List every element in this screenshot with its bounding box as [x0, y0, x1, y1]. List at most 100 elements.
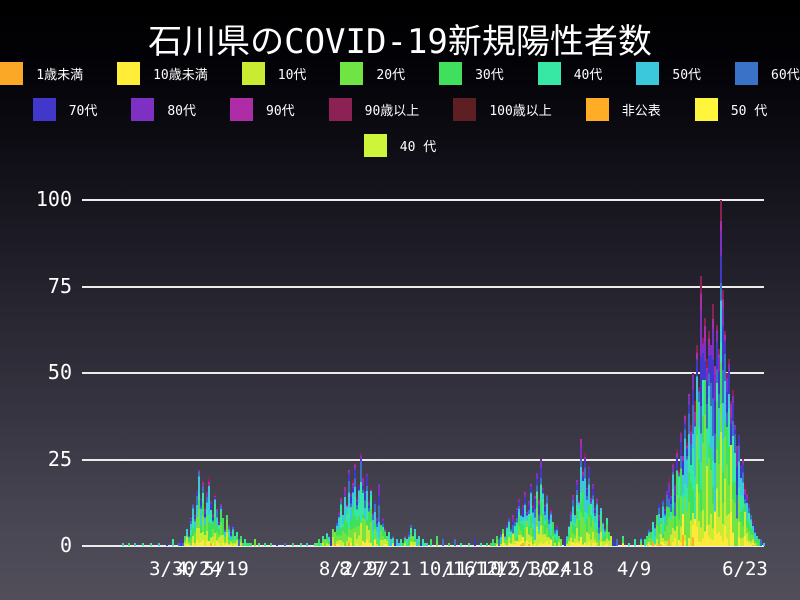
- stacked-bar: [422, 539, 424, 546]
- stacked-bar: [382, 518, 384, 546]
- stacked-bar: [494, 543, 496, 546]
- stacked-bar: [760, 539, 762, 546]
- legend-item[interactable]: 90代: [230, 98, 295, 121]
- stacked-bar: [612, 539, 614, 546]
- stacked-bar: [518, 498, 520, 546]
- stacked-bar: [730, 401, 732, 546]
- stacked-bar: [198, 470, 200, 546]
- stacked-bar: [326, 532, 328, 546]
- stacked-bar: [586, 487, 588, 546]
- stacked-bar: [318, 539, 320, 546]
- stacked-bar: [540, 459, 542, 546]
- legend-item[interactable]: 10歳未満: [117, 62, 208, 85]
- stacked-bar: [596, 498, 598, 546]
- stacked-bar: [640, 536, 642, 546]
- legend-item[interactable]: 100歳以上: [453, 98, 552, 121]
- stacked-bar: [406, 539, 408, 546]
- legend-swatch-icon: [328, 98, 352, 121]
- stacked-bar: [676, 449, 678, 546]
- legend-item[interactable]: 20代: [340, 62, 405, 85]
- stacked-bar: [398, 543, 400, 546]
- stacked-bar: [754, 529, 756, 546]
- stacked-bar: [582, 470, 584, 546]
- x-axis-tick-label: 12/30: [495, 558, 553, 580]
- stacked-bar: [236, 532, 238, 546]
- stacked-bar: [178, 543, 180, 546]
- legend-item[interactable]: 90歳以上: [328, 98, 419, 121]
- stacked-bar: [530, 484, 532, 546]
- stacked-bar: [544, 504, 546, 546]
- legend-item-label: 40代: [573, 68, 603, 83]
- legend-item[interactable]: 70代: [32, 98, 97, 121]
- stacked-bar: [566, 536, 568, 546]
- legend-swatch-icon: [537, 62, 561, 85]
- stacked-bar: [242, 543, 244, 546]
- stacked-bar: [158, 543, 160, 546]
- stacked-bar: [404, 536, 406, 546]
- stacked-bar: [328, 536, 330, 546]
- stacked-bar: [322, 536, 324, 546]
- stacked-bar: [574, 515, 576, 546]
- stacked-bar: [246, 543, 248, 546]
- stacked-bar: [128, 543, 130, 546]
- stacked-bar: [206, 491, 208, 546]
- stacked-bar: [264, 543, 266, 546]
- stacked-bar: [536, 473, 538, 546]
- stacked-bar: [196, 491, 198, 546]
- stacked-bar: [214, 494, 216, 546]
- legend-item[interactable]: 80代: [131, 98, 196, 121]
- legend-item[interactable]: 40 代: [363, 134, 436, 157]
- stacked-bar: [576, 480, 578, 546]
- legend-item[interactable]: 非公表: [585, 98, 661, 121]
- stacked-bar: [366, 473, 368, 546]
- legend-item[interactable]: 30代: [439, 62, 504, 85]
- x-axis-tick-label: 1/24: [526, 558, 572, 580]
- stacked-bar: [506, 525, 508, 546]
- stacked-bar: [460, 543, 462, 546]
- stacked-bar: [364, 491, 366, 546]
- stacked-bar: [186, 529, 188, 546]
- stacked-bar: [704, 318, 706, 546]
- stacked-bar: [656, 515, 658, 546]
- stacked-bar: [658, 504, 660, 546]
- stacked-bar: [756, 536, 758, 546]
- legend-swatch-icon: [453, 98, 477, 121]
- stacked-bar: [500, 532, 502, 546]
- legend-swatch-icon: [230, 98, 253, 121]
- stacked-bar: [568, 525, 570, 546]
- stacked-bar: [122, 543, 124, 546]
- stacked-bar: [346, 504, 348, 546]
- stacked-bar: [580, 439, 582, 546]
- stacked-bar: [338, 511, 340, 546]
- legend-item[interactable]: 50 代: [694, 98, 767, 121]
- stacked-bar: [604, 529, 606, 546]
- stacked-bar: [340, 498, 342, 546]
- legend-row: 70代 80代 90代 90歳以上 100歳以上 非公表 50 代: [0, 98, 800, 121]
- stacked-bar: [514, 522, 516, 546]
- legend-item[interactable]: 40代: [537, 62, 603, 85]
- stacked-bar: [190, 518, 192, 546]
- stacked-bar: [678, 470, 680, 546]
- legend-item[interactable]: 60代: [735, 62, 800, 85]
- legend-swatch-icon: [363, 134, 387, 157]
- stacked-bar: [392, 536, 394, 546]
- legend-item[interactable]: 1歳未満: [0, 62, 83, 85]
- stacked-bar: [710, 345, 712, 546]
- x-axis-tick-label: 11/10: [444, 558, 502, 580]
- stacked-bar: [498, 539, 500, 546]
- stacked-bar: [292, 543, 294, 546]
- stacked-bar: [468, 543, 470, 546]
- stacked-bar: [436, 536, 438, 546]
- stacked-bar: [594, 508, 596, 546]
- legend-item-label: 50代: [672, 68, 702, 83]
- y-axis-tick-label: 100: [35, 187, 72, 211]
- stacked-bar: [606, 518, 608, 546]
- stacked-bar: [508, 518, 510, 546]
- stacked-bar: [592, 484, 594, 546]
- legend-item[interactable]: 10代: [241, 62, 306, 85]
- legend-item[interactable]: 50代: [636, 62, 701, 85]
- stacked-bar: [480, 543, 482, 546]
- stacked-bar: [602, 522, 604, 546]
- stacked-bar: [490, 543, 492, 546]
